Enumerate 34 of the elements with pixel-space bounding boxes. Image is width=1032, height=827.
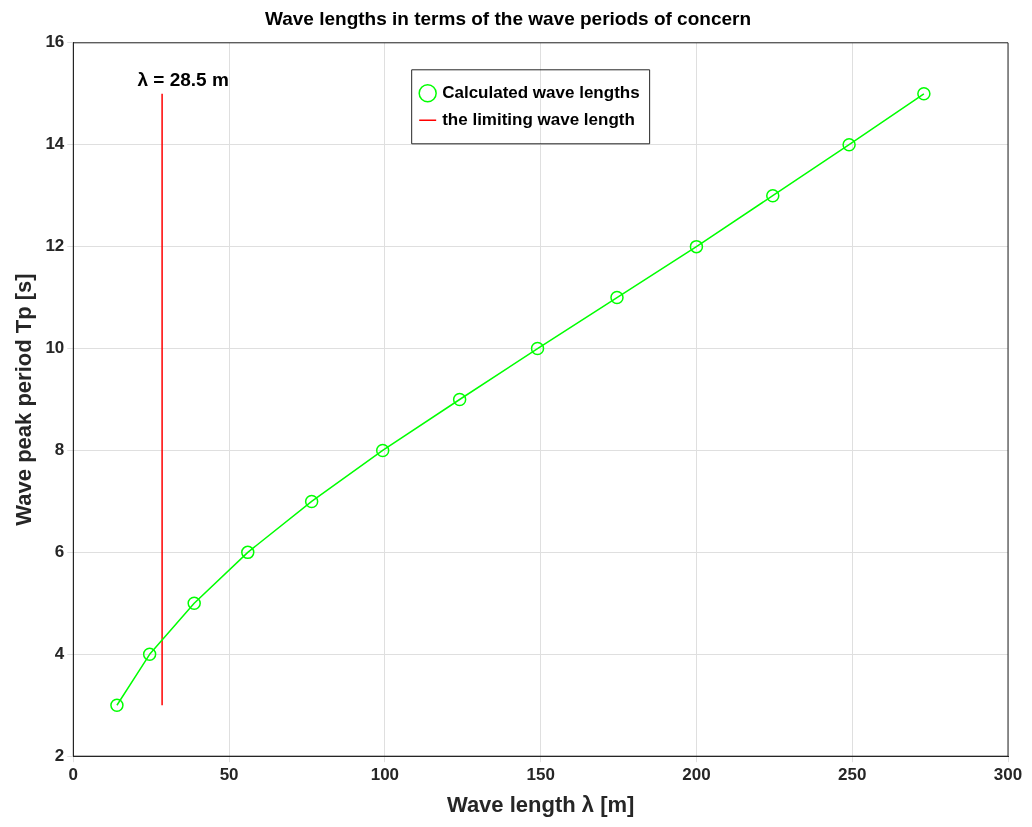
point [530,341,545,356]
y-tick-label: 4 [54,643,65,663]
point [610,290,624,305]
x-tick-label: 250 [838,765,867,785]
point [842,137,856,152]
y-axis-title: Wave peak period Tp [s] [11,273,37,526]
point [689,239,704,254]
legend-label: the limiting wave length [442,109,635,129]
x-tick-label: 300 [993,765,1023,785]
y-tick-label: 14 [45,134,65,154]
point [110,698,124,712]
x-axis-title: Wave length λ [m] [446,791,635,817]
chart-title: Wave lengths in terms of the wave periods of concern [264,7,752,29]
x-tick-label: 50 [219,765,239,785]
point [304,494,319,509]
point [187,596,201,611]
y-tick-label: 2 [54,745,65,765]
point [917,87,931,101]
y-tick-label: 10 [45,338,65,358]
point [766,188,780,203]
annotation: λ = 28.5 m [137,69,229,91]
legend-label: Calculated wave lengths [442,82,640,102]
point [452,392,467,407]
y-tick-label: 12 [45,236,65,256]
x-tick-label: 100 [370,765,400,785]
point [375,443,390,458]
y-tick-label: 6 [54,542,65,562]
y-tick-label: 8 [54,440,65,460]
x-tick-label: 0 [68,765,79,785]
point [241,545,255,560]
point [142,647,157,662]
x-tick-label: 200 [682,765,711,785]
x-tick-label: 150 [526,765,555,785]
y-tick-label: 16 [45,32,65,52]
